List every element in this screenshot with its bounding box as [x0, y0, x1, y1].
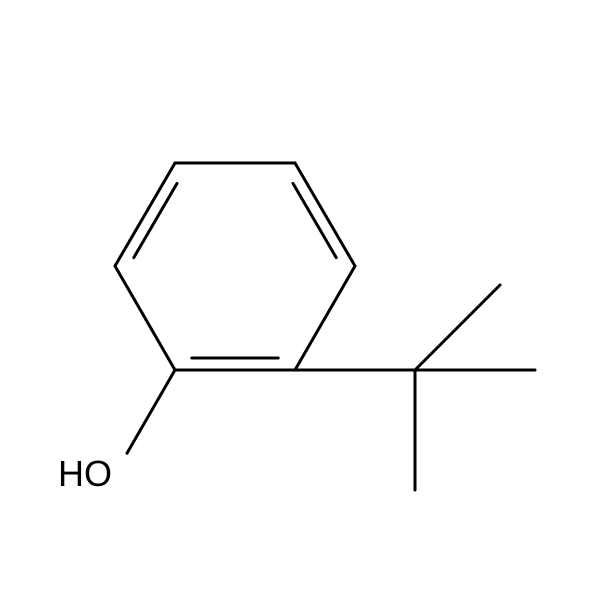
bond	[415, 285, 500, 370]
labels-layer: HO	[58, 453, 112, 494]
bond	[295, 163, 355, 266]
molecule-diagram: HO	[0, 0, 600, 600]
bond	[127, 370, 175, 453]
bond	[115, 266, 175, 370]
bond	[115, 163, 175, 266]
bonds-layer	[115, 163, 535, 490]
atom-label: HO	[58, 453, 112, 494]
bond	[295, 266, 355, 370]
